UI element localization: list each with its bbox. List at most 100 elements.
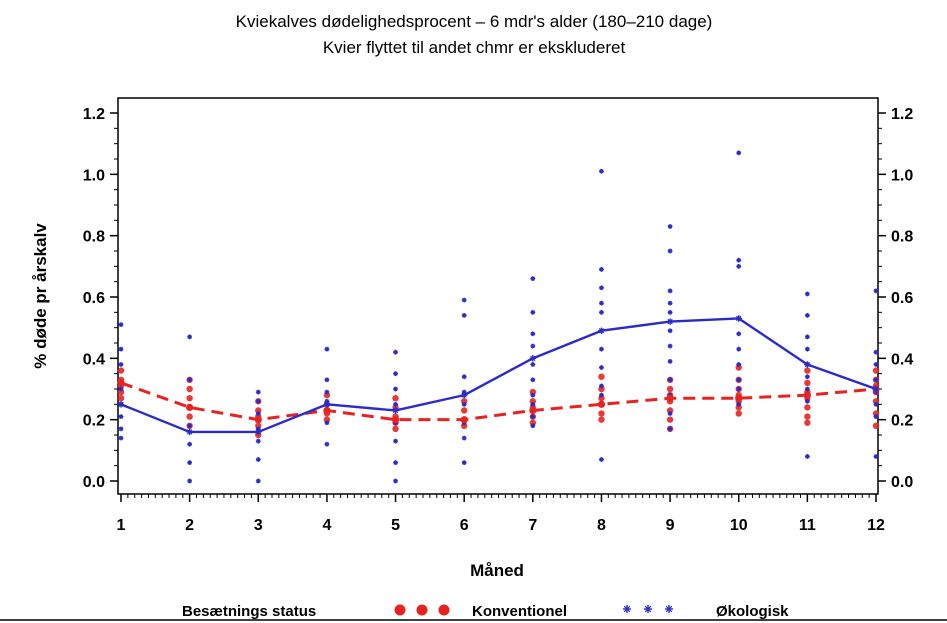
- point-okologisk: [255, 411, 261, 416]
- y-tick-label-left: 0.0: [83, 474, 105, 491]
- point-okologisk: [530, 331, 536, 337]
- point-okologisk: [118, 386, 124, 392]
- mean-point-konventionel: [666, 394, 674, 402]
- point-konventionel: [460, 407, 468, 414]
- point-konventionel: [666, 385, 674, 393]
- point-okologisk: [599, 392, 604, 398]
- point-okologisk: [599, 457, 604, 462]
- point-konventionel: [392, 395, 399, 402]
- legend-title: Besætnings status: [182, 603, 316, 620]
- axis-ticks: 0.0 0.0 0.2 0.2 0.4 0.4 0.6 0.6 0.8 0.8 1.0 1.0 1.2 1…: [83, 106, 914, 534]
- point-okologisk: [667, 309, 673, 315]
- point-okologisk: [530, 401, 536, 407]
- legend-dot: [394, 604, 406, 616]
- point-konventionel: [186, 413, 193, 420]
- point-okologisk: [804, 398, 810, 404]
- y-tick-label-right: 1.2: [891, 106, 913, 123]
- x-tick-label: 11: [799, 517, 816, 534]
- point-konventionel: [598, 410, 605, 417]
- point-okologisk: [736, 346, 742, 352]
- mean-point-konventionel: [803, 391, 811, 399]
- point-okologisk: [393, 386, 398, 392]
- point-konventionel: [598, 416, 605, 423]
- x-tick-label: 10: [730, 517, 748, 534]
- legend-star: [644, 605, 652, 613]
- point-okologisk: [461, 374, 467, 380]
- mean-point-okologisk: [529, 355, 537, 362]
- x-tick-label: 8: [597, 517, 606, 534]
- point-okologisk: [187, 423, 193, 429]
- point-konventionel: [666, 416, 674, 423]
- point-okologisk: [599, 285, 604, 291]
- mean-point-okologisk: [186, 428, 193, 436]
- point-konventionel: [804, 367, 811, 374]
- point-konventionel: [117, 367, 125, 374]
- point-okologisk: [804, 454, 810, 459]
- point-okologisk: [530, 309, 536, 315]
- mean-point-konventionel: [323, 406, 331, 415]
- point-okologisk: [736, 331, 742, 337]
- point-okologisk: [118, 322, 124, 327]
- mean-point-konventionel: [254, 416, 262, 424]
- point-okologisk: [736, 386, 742, 392]
- mean-point-konventionel: [735, 394, 743, 402]
- x-tick-label: 2: [185, 517, 194, 534]
- point-okologisk: [599, 267, 604, 272]
- point-okologisk: [804, 334, 810, 340]
- point-okologisk: [873, 401, 879, 407]
- x-tick-label: 1: [117, 517, 126, 534]
- mean-point-okologisk: [872, 385, 880, 393]
- x-axis-label: Måned: [470, 561, 524, 580]
- point-okologisk: [667, 224, 673, 229]
- x-tick-label: 4: [322, 517, 331, 534]
- point-okologisk: [461, 313, 467, 318]
- point-okologisk: [255, 398, 261, 404]
- point-okologisk: [667, 328, 673, 334]
- point-okologisk: [187, 460, 193, 465]
- legend-dot: [438, 604, 450, 616]
- chart-title: Kviekalves dødelighedsprocent – 6 mdr's …: [236, 12, 713, 31]
- point-okologisk: [873, 349, 879, 355]
- point-okologisk: [324, 441, 330, 447]
- point-konventionel: [804, 404, 811, 411]
- point-konventionel: [804, 413, 811, 420]
- point-konventionel: [598, 373, 605, 380]
- y-tick-label-right: 0.8: [891, 229, 913, 246]
- point-okologisk: [255, 438, 261, 444]
- legend-label-konventionel: Konventionel: [472, 603, 567, 620]
- point-konventionel: [735, 410, 742, 417]
- point-okologisk: [255, 457, 261, 462]
- point-okologisk: [324, 389, 330, 395]
- point-okologisk: [873, 414, 879, 419]
- point-okologisk: [530, 377, 536, 383]
- x-tick-label: 6: [460, 517, 469, 534]
- mean-lines: [117, 315, 880, 436]
- legend-star: [623, 605, 631, 613]
- point-okologisk: [393, 438, 398, 444]
- point-okologisk: [599, 300, 604, 306]
- scatter-points: [117, 150, 880, 484]
- mean-point-okologisk: [735, 315, 742, 322]
- point-okologisk: [736, 257, 742, 263]
- point-okologisk: [324, 377, 330, 383]
- point-konventionel: [872, 422, 880, 429]
- point-okologisk: [736, 401, 742, 407]
- mean-point-konventionel: [186, 403, 194, 411]
- point-okologisk: [667, 248, 673, 254]
- mean-point-okologisk: [460, 391, 468, 399]
- point-okologisk: [667, 377, 673, 383]
- y-tick-label-right: 0.6: [891, 290, 913, 307]
- point-okologisk: [530, 343, 536, 349]
- mean-point-konventionel: [460, 416, 468, 424]
- mean-point-konventionel: [597, 400, 606, 408]
- mean-point-konventionel: [529, 406, 537, 415]
- mean-point-okologisk: [117, 401, 125, 408]
- point-okologisk: [255, 389, 261, 395]
- point-okologisk: [187, 441, 193, 447]
- point-okologisk: [667, 288, 673, 294]
- point-okologisk: [530, 423, 536, 429]
- point-okologisk: [736, 377, 742, 383]
- mean-point-okologisk: [392, 407, 399, 414]
- mean-point-okologisk: [598, 327, 605, 334]
- point-okologisk: [873, 362, 879, 367]
